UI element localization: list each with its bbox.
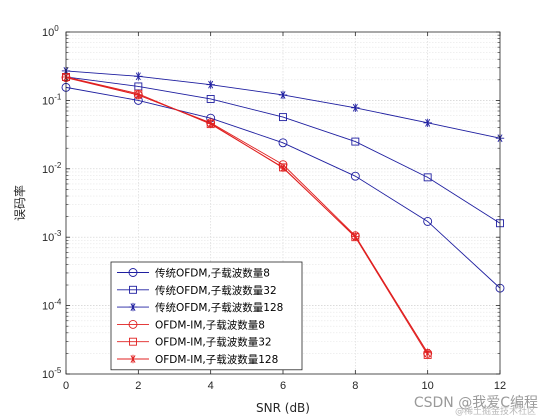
y-tick-label: 10-5 — [42, 366, 62, 381]
star-marker — [278, 90, 288, 100]
y-axis-label: 误码率 — [12, 185, 27, 221]
y-tick-label: 10-1 — [42, 92, 62, 107]
star-marker — [423, 348, 432, 357]
square-marker — [423, 173, 432, 182]
series-line — [65, 76, 429, 353]
star-marker — [134, 90, 143, 100]
legend-entry: OFDM-IM,子载波数量8 — [117, 318, 265, 331]
legend-label: 传统OFDM,子载波数量32 — [155, 284, 277, 297]
x-tick-label: 4 — [208, 380, 214, 392]
square-marker — [206, 95, 215, 103]
square-marker — [129, 337, 137, 346]
x-tick-label: 12 — [494, 380, 506, 392]
series-line — [65, 86, 501, 289]
legend-entry: 传统OFDM,子载波数量8 — [117, 267, 270, 280]
legend-box — [110, 261, 303, 371]
circle-marker — [278, 138, 288, 148]
y-tick-label: 10-3 — [42, 229, 62, 244]
watermark: CSDN @我爱C编程 — [413, 395, 538, 411]
star-marker — [351, 232, 360, 241]
star-marker — [134, 72, 143, 81]
y-tick-label: 10-2 — [42, 161, 62, 176]
legend: 传统OFDM,子载波数量8 传统OFDM,子载波数量32 传统OFDM,子载波数量1… — [110, 261, 303, 371]
square-marker — [129, 285, 137, 294]
x-axis-label: SNR (dB) — [256, 401, 310, 415]
legend-entry: 传统OFDM,子载波数量32 — [117, 284, 277, 297]
x-tick-label: 8 — [352, 380, 358, 392]
circle-marker — [423, 216, 433, 226]
x-tick-label: 0 — [63, 380, 69, 392]
star-marker — [128, 302, 138, 312]
square-marker — [279, 113, 287, 122]
legend-label: 传统OFDM,子载波数量128 — [155, 301, 283, 314]
series-1 — [61, 82, 505, 293]
star-marker — [423, 118, 432, 128]
watermark-subtext: @稀土掘金技术社区 — [454, 407, 536, 417]
legend-label: OFDM-IM,子载波数量8 — [155, 318, 265, 331]
star-marker — [206, 80, 215, 89]
legend-entry: OFDM-IM,子载波数量32 — [117, 336, 272, 349]
star-marker — [128, 354, 138, 364]
square-marker — [351, 137, 360, 146]
circle-marker — [350, 171, 360, 181]
legend-entry: 传统OFDM,子载波数量128 — [117, 301, 283, 314]
legend-label: OFDM-IM,子载波数量32 — [155, 336, 272, 349]
star-marker — [351, 103, 360, 112]
circle-marker — [128, 319, 138, 329]
star-marker — [206, 119, 215, 128]
circle-marker — [128, 268, 138, 277]
legend-label: OFDM-IM,子载波数量128 — [155, 353, 278, 366]
ticks: 0 2 4 6 8 10 12 100 10-1 10-2 10-3 10-4 10-5 — [42, 24, 506, 392]
x-tick-label: 2 — [135, 380, 141, 392]
y-tick-label: 100 — [42, 24, 59, 39]
series-line — [65, 76, 501, 224]
legend-entry: OFDM-IM,子载波数量128 — [117, 353, 278, 366]
star-marker — [278, 163, 288, 173]
series-layer — [61, 66, 505, 359]
x-tick-label: 10 — [422, 380, 434, 392]
y-tick-label: 10-4 — [42, 298, 62, 313]
legend-label: 传统OFDM,子载波数量8 — [155, 267, 270, 280]
x-tick-label: 6 — [280, 380, 286, 392]
